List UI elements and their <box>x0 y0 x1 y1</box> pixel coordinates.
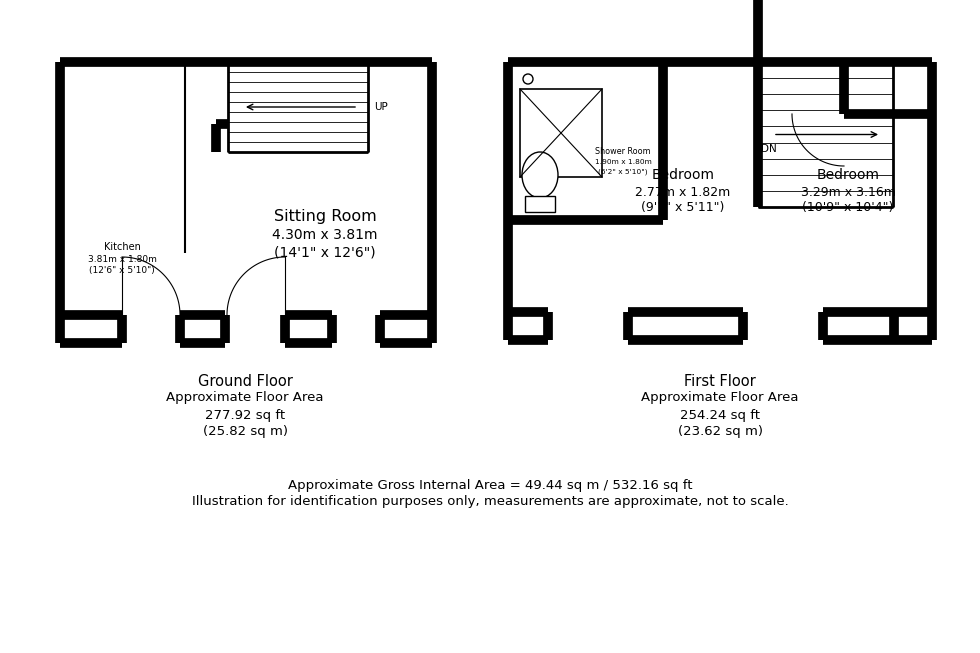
Bar <box>525 196 555 212</box>
Text: 4.30m x 3.81m: 4.30m x 3.81m <box>272 228 377 242</box>
Text: Bedroom: Bedroom <box>816 168 879 182</box>
Text: (25.82 sq m): (25.82 sq m) <box>203 424 287 438</box>
Text: 3.81m x 1.80m: 3.81m x 1.80m <box>87 255 157 264</box>
Text: 254.24 sq ft: 254.24 sq ft <box>680 409 760 421</box>
Text: (6'2" x 5'10"): (6'2" x 5'10") <box>598 168 648 175</box>
Text: Bedroom: Bedroom <box>652 168 714 182</box>
Text: 2.77m x 1.82m: 2.77m x 1.82m <box>635 185 731 199</box>
Text: Approximate Floor Area: Approximate Floor Area <box>641 392 799 404</box>
Text: DN: DN <box>761 144 777 155</box>
Text: (9'1" x 5'11"): (9'1" x 5'11") <box>641 202 724 214</box>
Text: Ground Floor: Ground Floor <box>198 374 292 389</box>
Text: UP: UP <box>374 102 388 112</box>
Ellipse shape <box>522 152 558 198</box>
Text: 1.90m x 1.80m: 1.90m x 1.80m <box>595 159 652 165</box>
Text: Shower Room: Shower Room <box>595 148 651 157</box>
Text: (23.62 sq m): (23.62 sq m) <box>677 424 762 438</box>
Text: Approximate Floor Area: Approximate Floor Area <box>167 392 323 404</box>
Text: (10'9" x 10'4"): (10'9" x 10'4") <box>803 202 894 214</box>
Text: Illustration for identification purposes only, measurements are approximate, not: Illustration for identification purposes… <box>192 496 788 509</box>
Text: Kitchen: Kitchen <box>104 242 140 252</box>
Text: 277.92 sq ft: 277.92 sq ft <box>205 409 285 421</box>
Text: (12'6" x 5'10"): (12'6" x 5'10") <box>89 266 155 276</box>
Bar <box>520 89 602 177</box>
Text: 3.29m x 3.16m: 3.29m x 3.16m <box>801 185 896 199</box>
Text: (14'1" x 12'6"): (14'1" x 12'6") <box>274 245 375 259</box>
Text: Approximate Gross Internal Area = 49.44 sq m / 532.16 sq ft: Approximate Gross Internal Area = 49.44 … <box>288 479 692 492</box>
Text: Sitting Room: Sitting Room <box>273 210 376 225</box>
Text: First Floor: First Floor <box>684 374 756 389</box>
